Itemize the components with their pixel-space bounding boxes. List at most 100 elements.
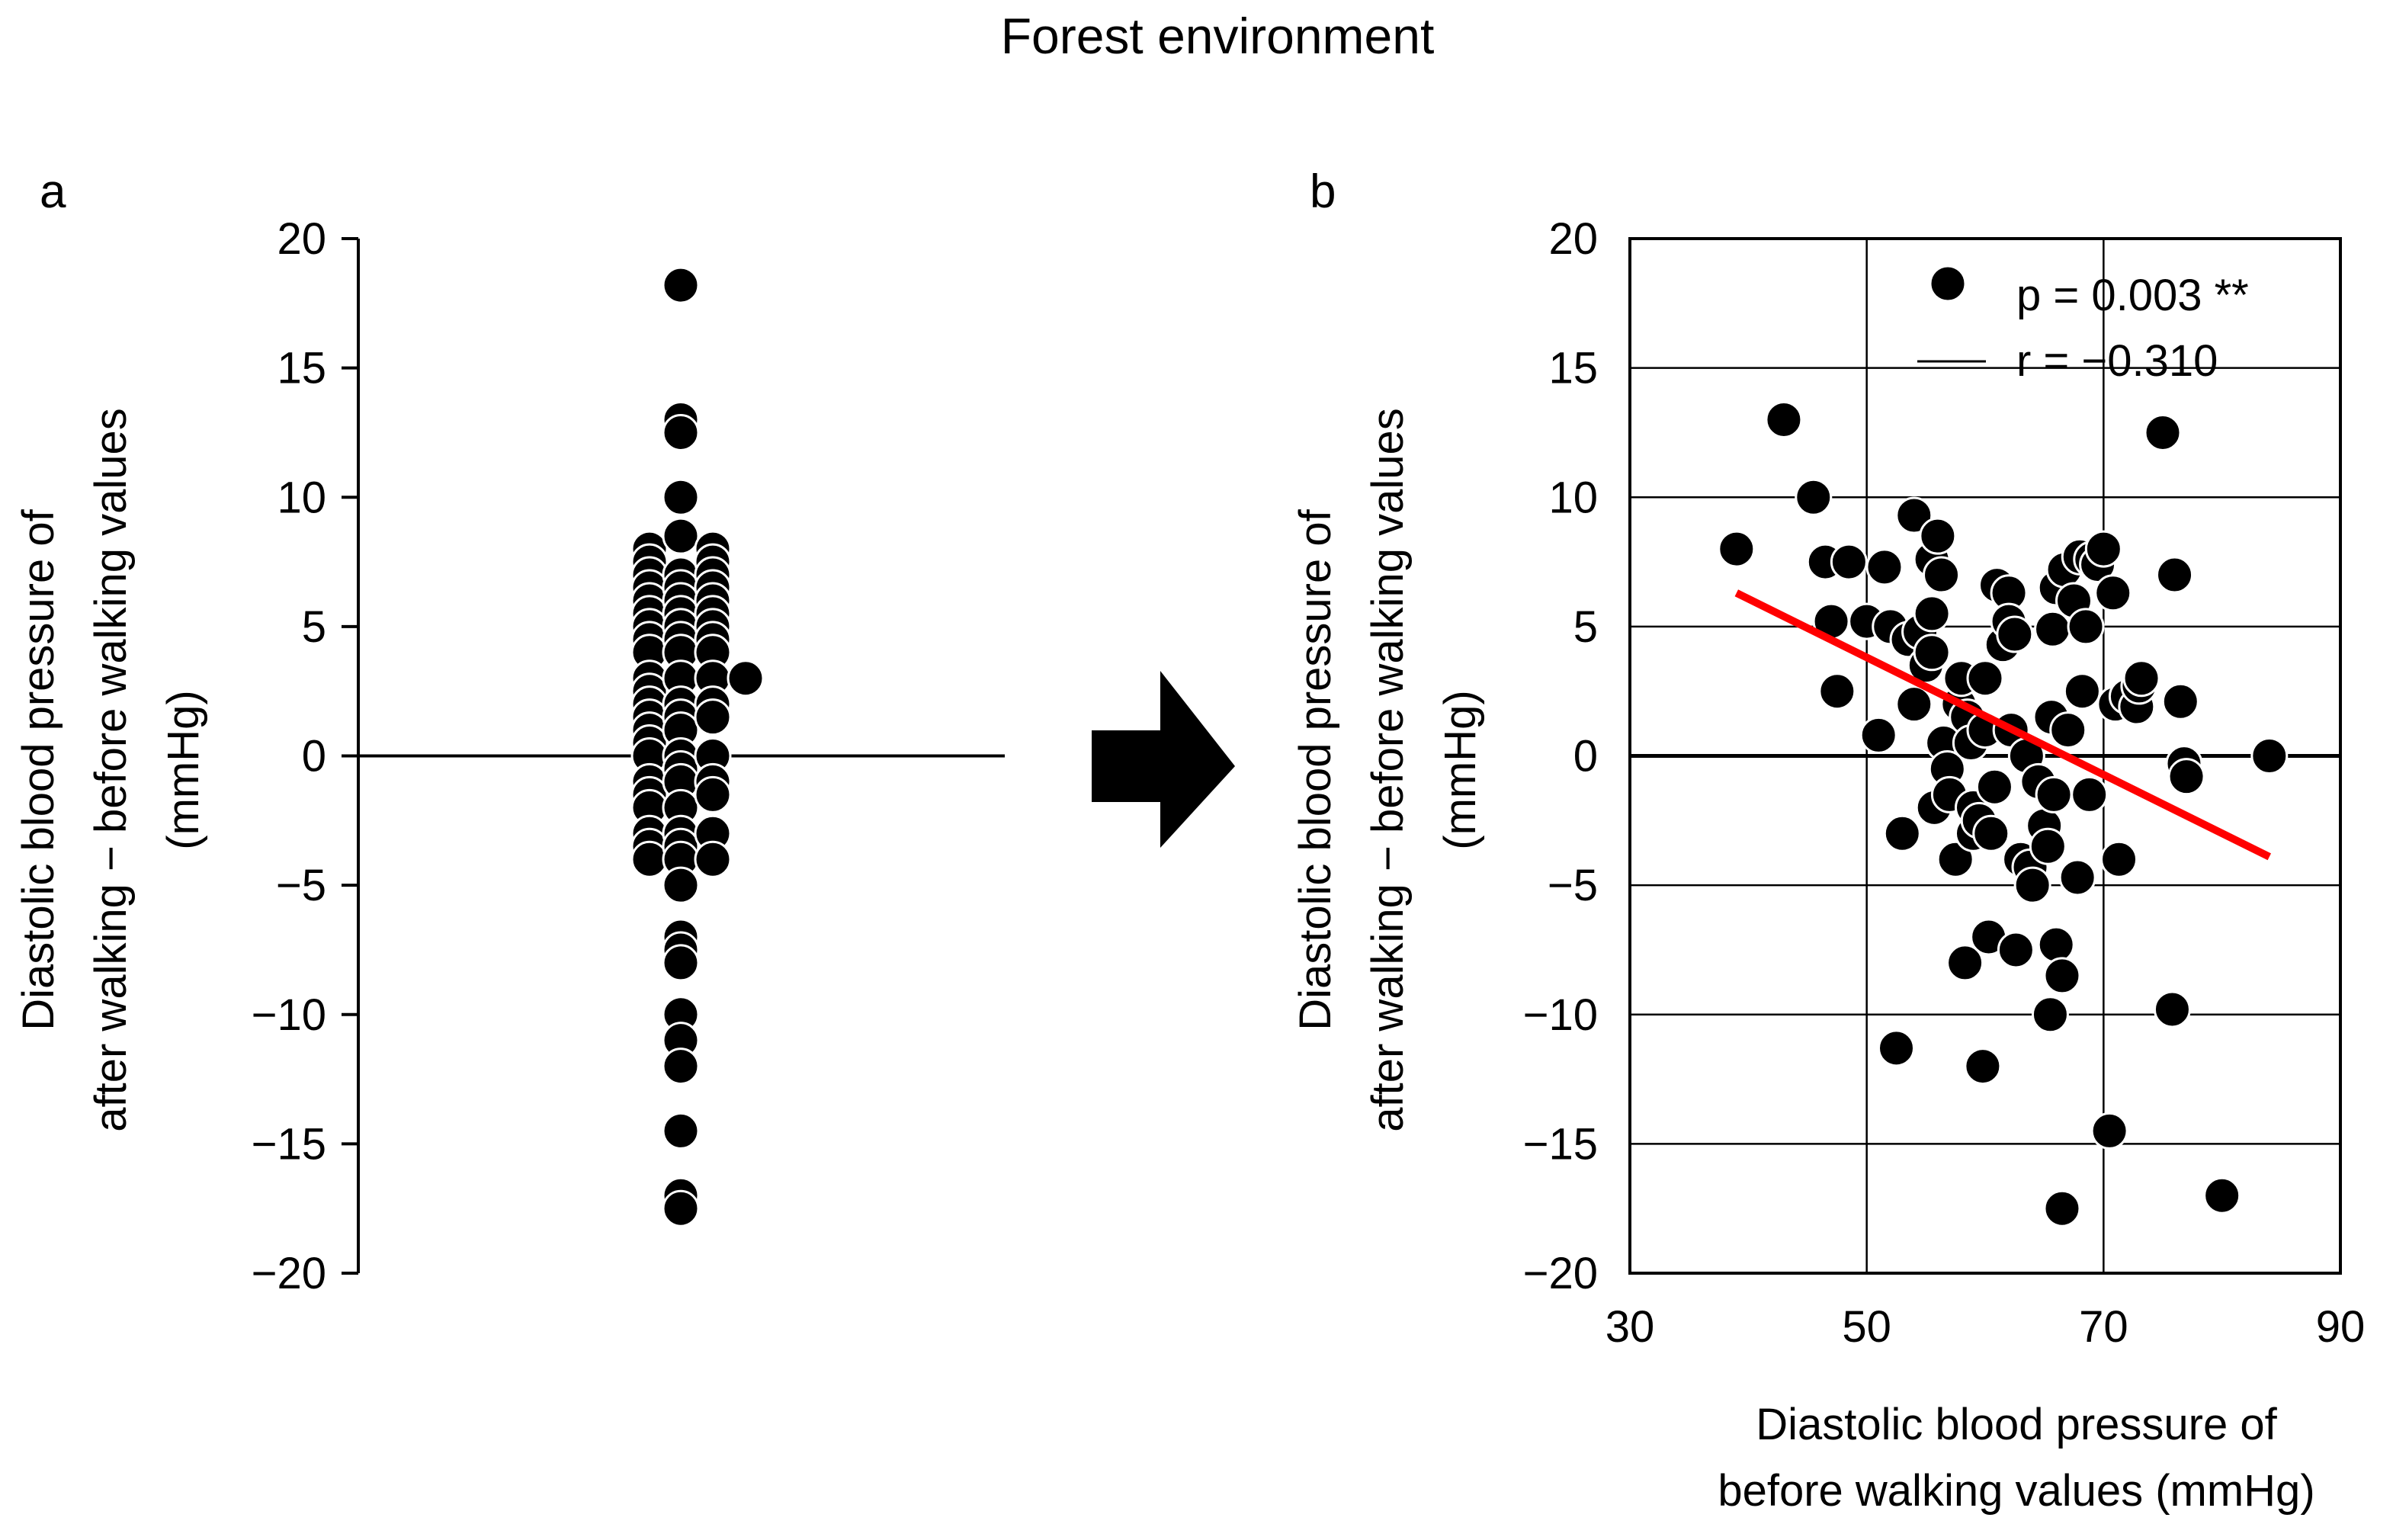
panel-b-ytick-label: 20 [1548, 214, 1598, 264]
panel-b-ytick-label: −20 [1523, 1249, 1598, 1298]
panel-b-data-point [1964, 1048, 2002, 1086]
panel-a-data-point [662, 1112, 700, 1150]
panel-b-data-point [2049, 711, 2087, 749]
panel-b-data-point [1919, 517, 1957, 555]
panel-b-legend: p = 0.003 ** r = −0.310 [1917, 265, 2249, 386]
panel-b-xlabel-line-2: before walking values (mmHg) [1718, 1466, 2314, 1516]
panel-b-data-point [2153, 990, 2191, 1028]
panel-a-ytick-label: 0 [302, 732, 326, 781]
legend-r-value: r = −0.310 [2016, 336, 2218, 386]
panel-b-data-point [1865, 548, 1904, 586]
panel-a-ytick-label: 15 [277, 344, 326, 393]
panel-b-data-point [1718, 530, 1756, 568]
panel-b-ytick-label: 5 [1573, 602, 1598, 652]
panel-a-label: a [40, 165, 66, 218]
panel-b-data-point [1946, 944, 1984, 982]
panel-b-ytick-label: 15 [1548, 344, 1598, 393]
panel-b-data-point [2058, 858, 2096, 897]
panel-b-ytick-label: 10 [1548, 473, 1598, 522]
panel-b-data-point [2203, 1176, 2241, 1214]
panel-b-xlabel-line-1: Diastolic blood pressure of [1756, 1400, 2277, 1449]
panel-b-ytick-label: 0 [1573, 732, 1598, 781]
panel-b-data-point [2029, 827, 2067, 865]
panel-a-data-point [662, 944, 700, 982]
panel-a-data-point [694, 840, 732, 878]
panel-b-data-point [2250, 737, 2289, 775]
panel-b-data-point [1878, 1029, 1915, 1067]
panel-a-plot: Diastolic blood pressure of after walkin… [14, 214, 1005, 1298]
panel-b-data-point [2161, 682, 2199, 720]
panel-b-data-point [1975, 768, 2013, 806]
panel-b-ytick-label: −15 [1523, 1119, 1598, 1169]
panel-b-label: b [1310, 165, 1336, 218]
panel-b-data-point [1923, 556, 1961, 594]
panel-b-data-point [2167, 758, 2205, 796]
panel-a-ylabel-line-3: (mmHg) [159, 690, 208, 849]
panel-b-xtick-label: 30 [1605, 1302, 1655, 1352]
panel-a-ytick-label: −10 [252, 990, 326, 1040]
panel-a-data-point [662, 1189, 700, 1227]
panel-a-data-point [662, 478, 700, 516]
panel-a-data-point [694, 698, 732, 736]
panel-b-data-point [1996, 615, 2034, 653]
panel-b-data-point [1913, 634, 1951, 672]
panel-a-ytick-label: −5 [276, 861, 326, 910]
panel-a-data-point [662, 1048, 700, 1086]
panel-b-data-point [2043, 957, 2081, 995]
panel-b-data-point [2013, 866, 2051, 904]
panel-b-data-point [1895, 685, 1933, 723]
panel-b-data-point [1859, 716, 1897, 754]
panel-b-data-point [1883, 814, 1921, 852]
panel-b-data-point [2144, 413, 2182, 451]
panel-a-data-point [662, 517, 700, 555]
panel-b-ytick-label: −10 [1523, 990, 1598, 1040]
panel-b-ylabel-line-3: (mmHg) [1435, 690, 1485, 849]
panel-a-ytick-label: −20 [252, 1249, 326, 1298]
panel-a-ytick-label: 20 [277, 214, 326, 264]
panel-b-trendline [1734, 589, 2272, 861]
panel-b-data-point [1966, 659, 2004, 698]
panel-b-ylabel-line-1: Diastolic blood pressure of [1291, 509, 1340, 1030]
panel-b-plot: Diastolic blood pressure of after walkin… [1291, 214, 2365, 1516]
panel-a-ytick-label: 10 [277, 473, 326, 522]
panel-b-data-point [1765, 400, 1803, 438]
panel-b-data-point [2043, 1189, 2081, 1227]
panel-b-data-point [1795, 478, 1833, 516]
panel-a-data-point [694, 775, 732, 813]
panel-b-data-point [2037, 926, 2075, 964]
panel-b-data-point [2100, 840, 2138, 878]
panel-b-xtick-label: 50 [1842, 1302, 1891, 1352]
panel-b-data-point [1818, 672, 1856, 711]
panel-a-ytick-label: −15 [252, 1119, 326, 1169]
panel-b-data-point [2071, 775, 2109, 813]
panel-a-y-axis-label: Diastolic blood pressure of after walkin… [14, 408, 208, 1131]
panel-b-ylabel-line-2: after walking − before walking values [1363, 408, 1413, 1131]
figure-title: Forest environment [1001, 8, 1435, 64]
panel-a-data-point [662, 413, 700, 451]
panel-b-data-point [2063, 672, 2101, 711]
panel-a-data-point [727, 659, 765, 698]
panel-a-ylabel-line-1: Diastolic blood pressure of [14, 509, 63, 1030]
panel-b-data-point [2156, 556, 2194, 594]
panel-b-frame [1628, 237, 2342, 1275]
panel-b-data-point [2031, 996, 2069, 1034]
legend-marker-icon [1929, 265, 1967, 303]
panel-b-data-point [2035, 775, 2073, 813]
legend-p-value: p = 0.003 ** [2016, 271, 2249, 320]
panel-b-data-point [1913, 595, 1951, 633]
panel-b-data-point [2067, 608, 2105, 646]
panel-b-ytick-label: −5 [1548, 861, 1598, 910]
panel-b-xtick-label: 90 [2316, 1302, 2366, 1352]
panel-b-data-point [2122, 659, 2160, 698]
panel-a-ytick-label: 5 [302, 602, 326, 652]
panel-a-ylabel-line-2: after walking − before walking values [86, 408, 136, 1131]
panel-a-data-point [662, 266, 700, 304]
panel-b-data-point [1895, 496, 1933, 534]
panel-b-xtick-label: 70 [2079, 1302, 2128, 1352]
panel-b-data-point [2084, 530, 2122, 568]
panel-b-data-point [1830, 543, 1868, 581]
panel-b-data-point [1997, 931, 2035, 969]
right-arrow-icon [1092, 671, 1235, 848]
